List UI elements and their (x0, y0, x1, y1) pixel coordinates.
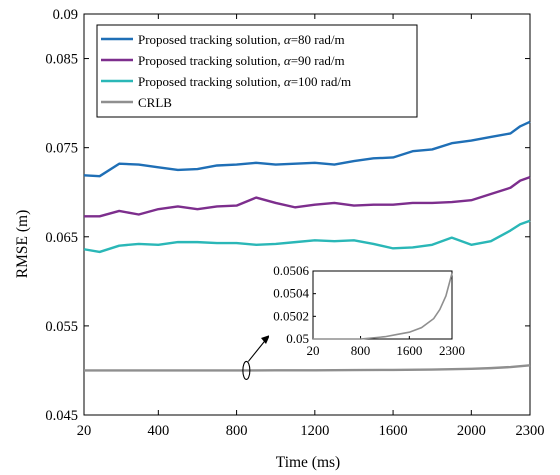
legend-label-1: Proposed tracking solution, α=90 rad/m (138, 53, 345, 68)
y-tick-label: 0.09 (53, 7, 78, 23)
inset-x-tick-label: 800 (351, 343, 371, 358)
series-line-2 (83, 219, 531, 254)
zoom-arrow-head (261, 335, 270, 344)
x-tick-label: 1200 (300, 423, 329, 439)
x-tick-label: 2000 (457, 423, 486, 439)
x-tick-label: 400 (147, 423, 169, 439)
legend-label-suffix: =100 rad/m (291, 74, 351, 89)
legend-label-prefix: Proposed tracking solution, (138, 53, 284, 68)
series-line-3 (84, 364, 531, 372)
legend-label-prefix: Proposed tracking solution, (138, 74, 284, 89)
inset-x-tick-label: 20 (307, 343, 320, 358)
y-axis-label: RMSE (m) (14, 210, 31, 278)
legend-label-prefix: CRLB (138, 95, 172, 110)
legend-label-symbol: α (284, 74, 292, 89)
y-tick-label: 0.085 (45, 52, 78, 68)
legend-label-symbol: α (284, 32, 292, 47)
inset-x-tick-label: 2300 (439, 343, 465, 358)
legend-box (96, 24, 418, 118)
x-tick-label: 800 (226, 423, 248, 439)
legend-label-3: CRLB (138, 95, 172, 110)
x-tick-label: 2300 (516, 423, 545, 439)
inset-y-tick-label: 0.0506 (273, 263, 309, 278)
inset-x-tick-label: 1600 (396, 343, 422, 358)
x-axis-label: Time (ms) (276, 454, 340, 471)
legend-label-suffix: =90 rad/m (291, 53, 345, 68)
x-tick-label: 20 (77, 423, 92, 439)
inset-y-tick-label: 0.0504 (273, 286, 309, 301)
legend-label-2: Proposed tracking solution, α=100 rad/m (138, 74, 351, 89)
series-line-1 (84, 175, 531, 218)
inset-frame (312, 270, 453, 340)
inset-y-tick-label: 0.05 (286, 331, 309, 346)
series-line-0 (83, 120, 531, 178)
legend-label-symbol: α (284, 53, 292, 68)
y-tick-label: 0.075 (45, 141, 78, 157)
legend-label-prefix: Proposed tracking solution, (138, 32, 284, 47)
inset-plot: 20 800 1600 2300 0.05 0.0502 0.0504 0.0506 (269, 263, 465, 365)
zoom-marker-ellipse (242, 360, 251, 380)
legend-label-0: Proposed tracking solution, α=80 rad/m (138, 32, 345, 47)
legend: Proposed tracking solution, α=80 rad/mPr… (96, 24, 418, 118)
y-tick-label: 0.045 (45, 408, 78, 424)
legend-label-suffix: =80 rad/m (291, 32, 345, 47)
y-tick-label: 0.065 (45, 230, 78, 246)
x-tick-label: 1600 (379, 423, 408, 439)
y-tick-label: 0.055 (45, 319, 78, 335)
inset-crlb-line (313, 273, 453, 340)
inset-y-tick-label: 0.0502 (273, 308, 309, 323)
